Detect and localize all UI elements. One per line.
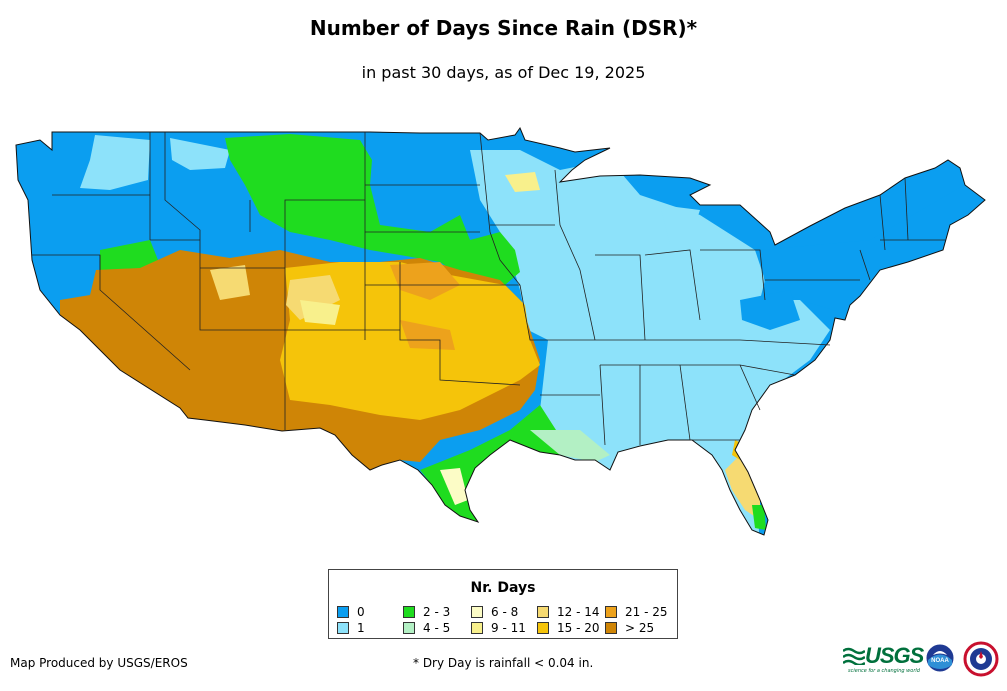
legend-label: > 25 xyxy=(625,620,655,635)
legend-item-5: 9 - 11 xyxy=(471,620,526,635)
border-ut-az xyxy=(199,268,285,331)
legend-title: Nr. Days xyxy=(470,580,536,596)
legend-item-1: 1 xyxy=(337,620,365,635)
zone-4-5-days-louisiana xyxy=(530,430,610,462)
border-ut-wy-co xyxy=(200,199,365,269)
legend-swatch xyxy=(471,621,483,634)
zone-9-11-days-colorado xyxy=(300,300,340,325)
legend-label: 12 - 14 xyxy=(557,604,600,619)
border-ks-ok-tx xyxy=(399,262,521,386)
border-il-in xyxy=(595,254,646,341)
usgs-tagline: science for a changing world xyxy=(848,668,920,674)
legend-item-3: 4 - 5 xyxy=(403,620,451,635)
zone-0-days-northeast xyxy=(760,170,985,315)
legend-swatch xyxy=(537,621,549,634)
legend-swatch xyxy=(605,605,617,618)
border-wi-il-mo xyxy=(554,169,596,341)
credit-text: Map Produced by USGS/EROS xyxy=(10,656,188,670)
border-mn-ia xyxy=(479,132,521,286)
zone-1-day-northwest xyxy=(80,135,150,190)
legend-label: 0 xyxy=(357,604,365,619)
legend-item-7: 15 - 20 xyxy=(537,620,600,635)
border-vt-nh xyxy=(879,194,886,251)
legend-item-8: 21 - 25 xyxy=(605,604,668,619)
legend-swatch xyxy=(337,621,349,634)
zone-2-3-days-plains xyxy=(225,134,520,285)
legend-label: 2 - 3 xyxy=(423,604,451,619)
zone-6-8-days-texas-coast xyxy=(440,468,468,505)
border-ks-mo-ar xyxy=(519,284,595,341)
legend-swatch xyxy=(537,605,549,618)
legend: Nr. Days 0 1 2 - 3 4 - 5 6 - 8 9 - 11 12… xyxy=(328,569,678,639)
map-subtitle: in past 30 days, as of Dec 19, 2025 xyxy=(361,63,646,82)
noaa-wordmark: NOAA xyxy=(931,658,949,664)
border-nh-me xyxy=(904,177,909,241)
legend-label: 15 - 20 xyxy=(557,620,600,635)
legend-swatch xyxy=(605,621,617,634)
legend-swatch xyxy=(471,605,483,618)
footnote-text: * Dry Day is rainfall < 0.04 in. xyxy=(413,656,594,670)
zone-9-11-days-minnesota xyxy=(505,172,540,192)
dsr-zones xyxy=(16,128,985,535)
legend-label: 9 - 11 xyxy=(491,620,526,635)
border-oh-pa xyxy=(700,249,766,301)
zone-21-25-days-nebraska xyxy=(390,262,460,300)
legend-label: 21 - 25 xyxy=(625,604,668,619)
state-boundaries xyxy=(32,132,945,446)
legend-item-4: 6 - 8 xyxy=(471,604,519,619)
border-ny-nj xyxy=(859,249,871,281)
nws-logo xyxy=(963,641,999,677)
border-ms-west xyxy=(599,364,606,446)
zone-12-14-days-utah xyxy=(210,265,250,300)
legend-swatch xyxy=(337,605,349,618)
usgs-wordmark: USGS xyxy=(865,643,924,668)
border-ca-nv xyxy=(99,255,191,371)
border-tn-ky xyxy=(595,339,831,346)
legend-swatch xyxy=(403,605,415,618)
zone-0-days-appalachia xyxy=(740,290,800,330)
noaa-logo: NOAA xyxy=(925,643,955,673)
legend-label: 6 - 8 xyxy=(491,604,519,619)
usgs-wave-icon xyxy=(843,647,865,665)
zone-1-day-idaho xyxy=(170,138,230,170)
zone-2-3-days-florida-keys xyxy=(752,505,766,530)
border-ga-sc xyxy=(739,364,761,411)
legend-item-9: > 25 xyxy=(605,620,655,635)
legend-label: 4 - 5 xyxy=(423,620,451,635)
border-in-oh xyxy=(644,249,701,321)
zone-1-day-michigan xyxy=(660,205,700,245)
zone-21-25-days-oklahoma xyxy=(400,320,455,350)
zone-12-14-days-colorado xyxy=(286,275,340,320)
map-title: Number of Days Since Rain (DSR)* xyxy=(309,16,698,40)
border-al-ga xyxy=(679,364,691,441)
legend-item-0: 0 xyxy=(337,604,365,619)
border-id-mt xyxy=(164,132,201,268)
legend-swatch xyxy=(403,621,415,634)
legend-item-6: 12 - 14 xyxy=(537,604,600,619)
legend-item-2: 2 - 3 xyxy=(403,604,451,619)
usgs-logo: USGS xyxy=(843,643,924,669)
legend-label: 1 xyxy=(357,620,365,635)
